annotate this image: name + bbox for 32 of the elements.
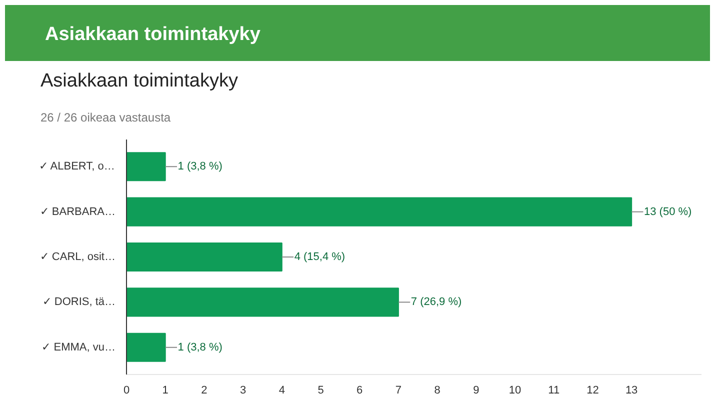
- bar: [126, 288, 399, 317]
- x-tick-label: 6: [356, 384, 363, 396]
- y-tick-label: ✓ DORIS, tä…: [42, 296, 116, 308]
- x-tick-label: 9: [473, 384, 480, 396]
- x-tick-label: 0: [123, 384, 130, 396]
- x-tick-label: 3: [240, 384, 246, 396]
- x-tick-label: 8: [434, 384, 440, 396]
- y-tick-label: ✓ EMMA, vu…: [42, 341, 116, 354]
- x-tick-label: 5: [318, 384, 324, 396]
- x-tick-label: 13: [625, 384, 638, 396]
- x-tick-label: 12: [586, 384, 599, 396]
- data-label: 1 (3,8 %): [178, 341, 222, 354]
- x-tick-label: 1: [162, 384, 168, 396]
- data-label: 1 (3,8 %): [178, 160, 222, 173]
- bar: [126, 197, 632, 226]
- y-tick-label: ✓ CARL, osit…: [40, 251, 116, 263]
- x-tick-label: 11: [548, 384, 560, 396]
- chart-subtitle: 26 / 26 oikeaa vastausta: [40, 110, 171, 124]
- chart-title: Asiakkaan toimintakyky: [40, 70, 238, 92]
- data-label: 4 (15,4 %): [294, 251, 346, 263]
- x-tick-label: 7: [395, 384, 402, 396]
- y-tick-label: ✓ ALBERT, o…: [38, 160, 115, 173]
- bar: [126, 152, 166, 182]
- bar: [126, 332, 166, 362]
- bar: [126, 242, 282, 272]
- y-tick-label: ✓ BARBARA…: [40, 206, 116, 218]
- data-label: 13 (50 %): [644, 206, 692, 218]
- x-tick-label: 4: [278, 384, 285, 396]
- data-label: 7 (26,9 %): [410, 296, 462, 308]
- text: Asiakkaan toimintakyky: [45, 23, 260, 47]
- x-tick-label: 10: [508, 384, 522, 396]
- x-tick-label: 2: [201, 384, 208, 396]
